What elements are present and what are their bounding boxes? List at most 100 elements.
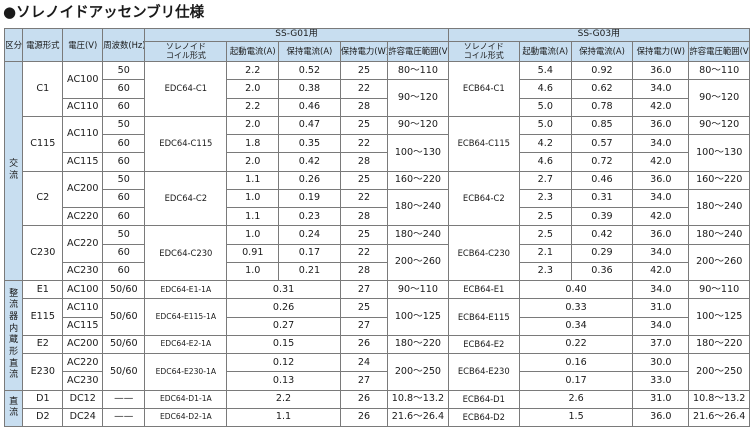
hold-power-g01-cell: 27	[339, 316, 389, 336]
hold-current-g01-cell: 0.46	[278, 97, 341, 117]
table-row: E230 AC220 50/60 EDC64-E230-1A 0.12 24 200～250…	[5, 352, 750, 391]
inrush-g01-cell: 2.0	[226, 79, 280, 99]
header-hold-power-g03: 保持電力(W)	[632, 41, 690, 62]
table-row: 交流 C1 AC100 50 EDC64-C1 2.2 0.52 25 80～110 ECB64-…	[3, 60, 750, 281]
range-g03-cell: 90～110	[688, 279, 750, 300]
range-g01-cell: 21.6～26.4	[387, 407, 449, 428]
coil-g03-cell: ECB64-D2	[447, 407, 520, 428]
hold-power-g01-cell: 25	[339, 298, 389, 318]
inrush-g01-cell: 2.0	[226, 152, 280, 172]
model-cell: C115	[22, 115, 64, 172]
hold-current-g01-cell: 0.17	[278, 243, 341, 263]
hold-power-g01-cell: 28	[339, 97, 389, 117]
frequency-cell: 50/60	[102, 353, 146, 391]
range-g03-cell: 80～110	[688, 60, 750, 81]
range-g01-cell: 160～220	[387, 170, 449, 190]
hold-power-g03-cell: 36.0	[632, 60, 690, 81]
current-g03-cell: 0.33	[518, 298, 634, 318]
frequency-cell: 50/60	[102, 279, 146, 300]
range-g01-cell: 100～125	[387, 298, 449, 336]
voltage-cell: AC100	[62, 61, 104, 99]
frequency-cell: 60	[102, 133, 146, 154]
hold-power-g03-cell: 42.0	[632, 206, 690, 227]
voltage-cell: AC100	[62, 279, 104, 300]
table-row: 整流器内蔵形直流 E1 AC100 50/60 EDC64-E1-1A 0.31 27 90～…	[3, 279, 750, 391]
coil-g01-cell: EDC64-E115-1A	[144, 298, 228, 336]
range-g03-cell: 100～125	[688, 298, 750, 336]
hold-current-g03-cell: 0.72	[570, 152, 634, 172]
hold-power-g03-cell: 36.0	[632, 170, 690, 190]
frequency-cell: 60	[102, 188, 146, 209]
coil-g03-cell: ECB64-C2	[447, 170, 520, 227]
range-g01-cell: 180～220	[387, 334, 449, 355]
hold-power-g01-cell: 22	[339, 133, 389, 154]
current-g03-cell: 0.40	[518, 279, 634, 300]
range-g03-cell: 180～240	[688, 188, 750, 227]
inrush-g01-cell: 2.2	[226, 60, 280, 81]
voltage-cell: AC110	[62, 97, 104, 117]
range-g03-cell: 10.8～13.2	[688, 389, 750, 409]
header-voltage: 電圧(V)	[62, 28, 104, 62]
coil-g01-cell: EDC64-C230	[144, 225, 228, 281]
header-coil-g01: ソレノイド コイル形式	[144, 41, 228, 62]
hold-power-g01-cell: 25	[339, 60, 389, 81]
current-g01-cell: 0.15	[226, 334, 341, 355]
model-cell: E2	[22, 334, 64, 355]
range-g01-cell: 180～240	[387, 188, 449, 227]
range-g03-cell: 90～120	[688, 79, 750, 117]
hold-current-g03-cell: 0.85	[570, 115, 634, 136]
model-cell: D1	[22, 389, 64, 409]
hold-power-g03-cell: 34.0	[632, 279, 690, 300]
current-g03-cell: 1.5	[518, 407, 634, 428]
range-g03-cell: 160～220	[688, 170, 750, 190]
range-g03-cell: 180～240	[688, 225, 750, 245]
frequency-cell: 50/60	[102, 334, 146, 355]
table-row: 60 2.0 0.38 22 90～120 4.6 0.62 34.0 90～120	[5, 79, 750, 117]
current-g03-cell: 0.17	[518, 371, 634, 391]
inrush-g03-cell: 2.5	[518, 225, 572, 245]
hold-current-g01-cell: 0.19	[278, 188, 341, 209]
voltage-cell: AC115	[62, 152, 104, 172]
hold-power-g01-cell: 24	[339, 352, 389, 373]
hold-current-g03-cell: 0.39	[570, 206, 634, 227]
range-g01-cell: 200～250	[387, 353, 449, 391]
inrush-g03-cell: 5.0	[518, 115, 572, 136]
range-g01-cell: 100～130	[387, 134, 449, 172]
header-frequency: 周波数(Hz)	[102, 28, 146, 62]
range-g03-cell: 200～250	[688, 353, 750, 391]
category-char: 流	[9, 171, 19, 181]
table-row: 60 1.0 0.19 22 180～240 2.3 0.31 34.0 180～240	[5, 188, 750, 227]
hold-power-g03-cell: 37.0	[632, 334, 690, 355]
coil-g03-cell: ECB64-C230	[447, 225, 520, 281]
header-g01: SS-G01用	[144, 28, 449, 42]
hold-current-g03-cell: 0.62	[570, 79, 634, 99]
hold-power-g01-cell: 28	[339, 152, 389, 172]
category-char: 直	[9, 358, 19, 369]
table-row: C230 AC220 50 EDC64-C230 1.0 0.24 25 180～240 ECB…	[5, 225, 750, 281]
inrush-g03-cell: 2.3	[518, 261, 572, 282]
current-g03-cell: 0.34	[518, 316, 634, 336]
category-char: 形	[9, 346, 19, 357]
voltage-cell: AC220	[62, 225, 104, 263]
inrush-g01-cell: 0.91	[226, 243, 280, 263]
range-g01-cell: 90～120	[387, 115, 449, 136]
range-g01-cell: 90～110	[387, 279, 449, 300]
hold-power-g01-cell: 26	[339, 334, 389, 355]
range-g01-cell: 10.8～13.2	[387, 389, 449, 409]
category-rectifier: 整流器内蔵形直流	[3, 280, 24, 391]
category-char: 内	[9, 323, 19, 334]
inrush-g03-cell: 5.0	[518, 97, 572, 117]
voltage-cell: DC24	[62, 407, 104, 428]
category-char: 流	[9, 300, 19, 311]
hold-power-g03-cell: 31.0	[632, 389, 690, 409]
voltage-cell: AC220	[62, 206, 104, 227]
hold-current-g03-cell: 0.57	[570, 133, 634, 154]
coil-g01-cell: EDC64-E1-1A	[144, 279, 228, 300]
frequency-cell: 60	[102, 243, 146, 263]
category-char: 交	[9, 159, 19, 170]
hold-current-g01-cell: 0.42	[278, 152, 341, 172]
hold-power-g01-cell: 28	[339, 261, 389, 282]
hold-current-g03-cell: 0.92	[570, 60, 634, 81]
hold-power-g01-cell: 22	[339, 243, 389, 263]
table-row: C2 AC200 50 EDC64-C2 1.1 0.26 25 160～220 ECB64-C…	[5, 170, 750, 227]
